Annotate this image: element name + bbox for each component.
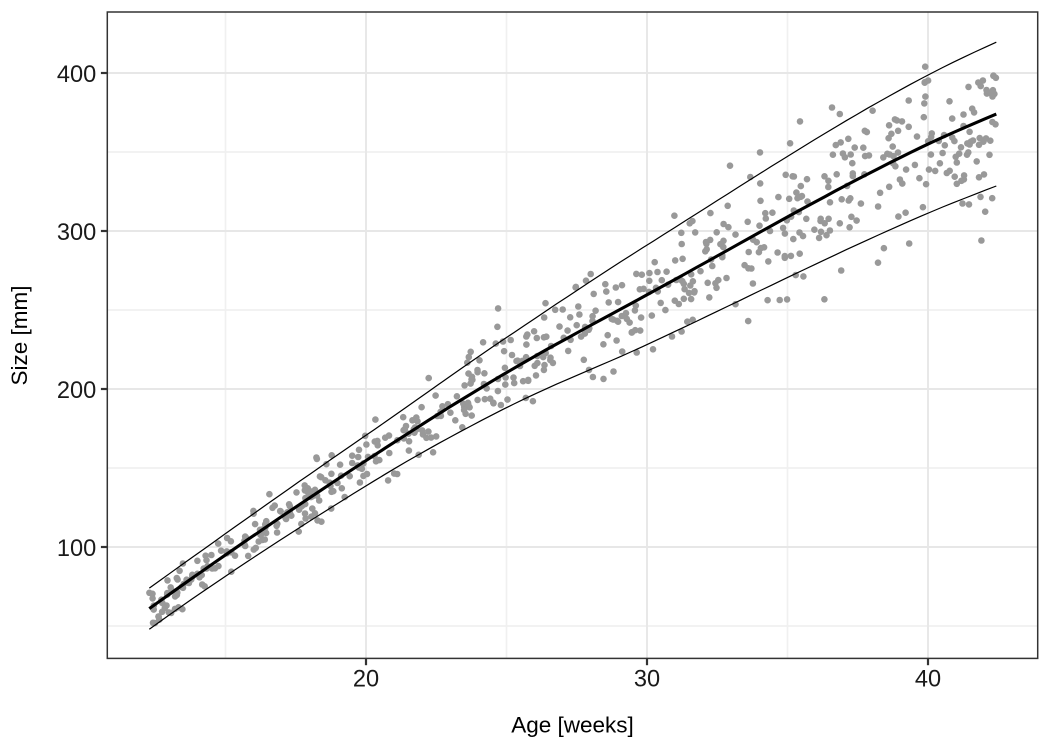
svg-text:30: 30 (634, 667, 660, 693)
svg-text:400: 400 (57, 62, 96, 88)
svg-text:100: 100 (57, 536, 96, 562)
svg-text:Size [mm]: Size [mm] (7, 285, 32, 385)
svg-text:40: 40 (915, 667, 941, 693)
svg-text:Age [weeks]: Age [weeks] (511, 713, 634, 738)
svg-text:300: 300 (57, 220, 96, 246)
svg-text:20: 20 (353, 667, 379, 693)
svg-text:200: 200 (57, 378, 96, 404)
